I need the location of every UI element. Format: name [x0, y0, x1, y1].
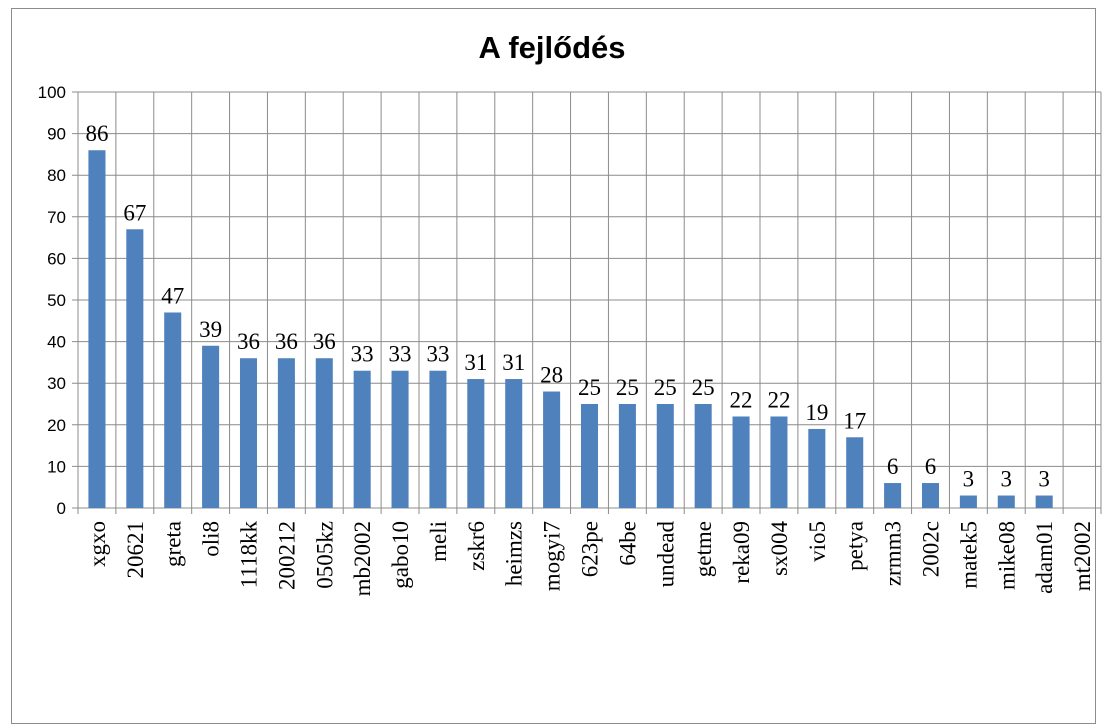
- bar: [959, 495, 977, 508]
- bar: [277, 358, 295, 508]
- x-tick-label: mogyi7: [540, 521, 565, 591]
- bar: [808, 428, 826, 508]
- bar: [239, 358, 258, 508]
- y-tick-label: 70: [47, 208, 66, 227]
- x-tick-label: mike08: [994, 521, 1019, 590]
- y-tick-label: 50: [47, 291, 66, 310]
- bar: [846, 437, 864, 508]
- y-tick-label: 30: [47, 374, 66, 393]
- y-tick-label: 40: [47, 333, 66, 352]
- x-tick-label: getme: [691, 521, 716, 577]
- bar: [1035, 495, 1053, 508]
- y-tick-label: 90: [47, 125, 66, 144]
- bar: [884, 483, 902, 508]
- bar: [88, 150, 106, 509]
- data-label: 19: [805, 400, 828, 425]
- bar: [202, 345, 220, 508]
- bar: [353, 370, 371, 508]
- data-label: 25: [578, 375, 601, 400]
- bar: [429, 370, 447, 508]
- data-label: 33: [426, 342, 449, 367]
- data-label: 31: [502, 350, 525, 375]
- x-tick-label: matek5: [956, 521, 981, 589]
- x-tick-label: adam01: [1032, 521, 1057, 594]
- x-tick-label: undead: [653, 521, 678, 588]
- x-tick-label: zskr6: [464, 521, 489, 571]
- bar: [580, 404, 599, 508]
- data-label: 33: [351, 342, 374, 367]
- data-label: 6: [887, 454, 899, 479]
- bar: [694, 404, 712, 508]
- data-label: 3: [963, 467, 975, 492]
- data-label: 6: [925, 454, 937, 479]
- x-tick-label: gabo10: [388, 521, 413, 589]
- bar: [467, 379, 485, 508]
- bar: [732, 416, 750, 508]
- x-tick-label: zrmm3: [881, 521, 906, 586]
- bar: [543, 391, 561, 508]
- bar: [126, 229, 144, 508]
- x-tick-label: reka09: [729, 521, 754, 584]
- data-label: 3: [1038, 467, 1050, 492]
- y-tick-label: 80: [47, 166, 66, 185]
- x-tick-label: greta: [161, 521, 186, 567]
- bar: [164, 312, 182, 508]
- data-label: 47: [161, 283, 184, 308]
- data-label: 17: [843, 408, 866, 433]
- data-label: 25: [616, 375, 639, 400]
- x-tick-label: 64be: [615, 521, 640, 566]
- y-tick-label: 60: [47, 249, 66, 268]
- data-label: 28: [540, 363, 563, 388]
- bar: [315, 358, 333, 508]
- bar: [997, 495, 1015, 508]
- data-label: 86: [85, 121, 108, 146]
- y-tick-label: 10: [47, 457, 66, 476]
- chart-title: A fejlődés: [478, 30, 626, 65]
- data-label: 22: [730, 387, 753, 412]
- data-label: 25: [654, 375, 677, 400]
- data-label: 67: [123, 200, 146, 225]
- x-tick-label: 20621: [123, 521, 148, 579]
- x-tick-label: 1118kk: [237, 521, 262, 589]
- x-tick-label: sx004: [767, 521, 792, 576]
- data-label: 25: [692, 375, 715, 400]
- x-tick-label: 0505kz: [312, 521, 337, 589]
- data-label: 3: [1001, 467, 1013, 492]
- data-label: 31: [464, 350, 487, 375]
- x-tick-label: oli8: [199, 521, 224, 557]
- bar: [618, 404, 636, 508]
- bar: [921, 483, 940, 508]
- data-label: 33: [389, 342, 412, 367]
- x-tick-label: 623pe: [578, 521, 603, 577]
- x-tick-label: petya: [843, 521, 868, 571]
- y-tick-label: 0: [57, 499, 66, 518]
- bar: [770, 416, 788, 508]
- x-tick-label: mt2002: [1070, 521, 1095, 591]
- data-label: 36: [237, 329, 260, 354]
- y-tick-label: 20: [47, 416, 66, 435]
- x-tick-label: 200212: [274, 521, 299, 590]
- data-label: 22: [767, 387, 790, 412]
- x-tick-label: 2002c: [919, 521, 944, 577]
- x-tick-label: mb2002: [350, 521, 375, 596]
- x-tick-label: vio5: [805, 521, 830, 562]
- data-label: 39: [199, 317, 222, 342]
- x-tick-label: heimzs: [502, 521, 527, 586]
- x-tick-label: xgxo: [85, 521, 110, 567]
- bar: [391, 370, 409, 508]
- bar: [656, 404, 674, 508]
- x-tick-label: meli: [426, 521, 451, 562]
- data-label: 36: [275, 329, 298, 354]
- bar: [505, 379, 523, 508]
- y-tick-label: 100: [38, 83, 66, 102]
- data-label: 36: [313, 329, 336, 354]
